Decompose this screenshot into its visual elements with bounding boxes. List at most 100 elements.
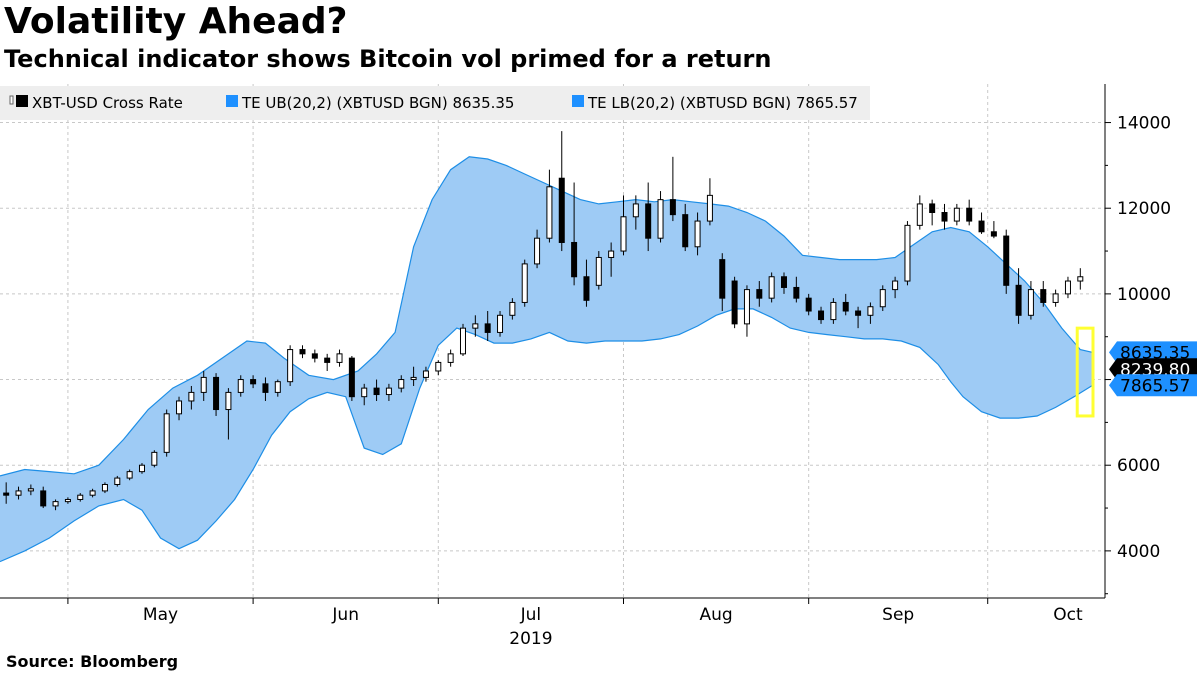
- y-tick-label: 14000: [1117, 114, 1171, 134]
- candle-down: [990, 231, 997, 237]
- candle-up: [916, 203, 923, 226]
- candle-up: [52, 501, 59, 507]
- candle-down: [682, 214, 689, 248]
- candle-up: [521, 263, 528, 303]
- candle-up: [287, 349, 294, 383]
- value-tag: 7865.57: [1109, 374, 1197, 397]
- candle-down: [1040, 289, 1047, 303]
- candle-up: [237, 379, 244, 393]
- candle-down: [40, 490, 47, 507]
- candle-up: [176, 400, 183, 415]
- candle-up: [89, 490, 96, 496]
- candle-up: [459, 327, 466, 355]
- candle-up: [768, 276, 775, 299]
- candle-up: [15, 490, 22, 496]
- candle-up: [64, 498, 71, 503]
- candle-up: [114, 477, 121, 485]
- axes: 400060008000100001200014000MayJunJulAugS…: [0, 84, 1171, 649]
- candle-icon: [9, 95, 14, 105]
- legend-background: [0, 86, 870, 120]
- candle-down: [3, 492, 10, 496]
- legend: XBT-USD Cross Rate TE UB(20,2) (XBTUSD BG…: [0, 86, 870, 120]
- chart-title: Volatility Ahead?: [4, 1, 348, 42]
- candle-up: [620, 216, 627, 252]
- x-month-label: Oct: [1053, 605, 1083, 625]
- candle-down: [262, 383, 269, 393]
- candle-up: [385, 387, 392, 396]
- value-tag-shape: [1109, 341, 1197, 364]
- candle-up: [422, 370, 429, 378]
- y-tick-label: 12000: [1117, 199, 1171, 219]
- candle-up: [398, 379, 405, 389]
- candle-down: [1003, 235, 1010, 286]
- candle-up: [546, 186, 553, 239]
- legend-label: XBT-USD Cross Rate: [32, 94, 183, 112]
- candle-down: [213, 376, 220, 411]
- blue-square-icon: [572, 95, 584, 107]
- candle-down: [583, 276, 590, 301]
- candle-up: [138, 464, 145, 473]
- candle-down: [756, 289, 763, 299]
- y-tick-label: 6000: [1117, 456, 1160, 476]
- candle-down: [484, 323, 491, 333]
- candle-down: [941, 212, 948, 222]
- y-tick-label: 10000: [1117, 285, 1171, 305]
- candle-up: [657, 199, 664, 239]
- candle-up: [151, 451, 158, 466]
- x-month-label: Jul: [520, 605, 542, 625]
- x-month-label: Sep: [882, 605, 914, 625]
- recent-highlight-box: [1075, 326, 1095, 418]
- candle-up: [632, 203, 639, 218]
- candle-down: [929, 203, 936, 214]
- candle-up: [509, 301, 516, 316]
- candle-up: [953, 207, 960, 222]
- candlestick-series: [3, 131, 1084, 511]
- candle-up: [534, 237, 541, 265]
- candle-down: [793, 286, 800, 299]
- candle-up: [27, 488, 34, 492]
- candle-down: [818, 310, 825, 321]
- candle-down: [250, 379, 257, 385]
- candle-up: [595, 256, 602, 286]
- candle-up: [410, 376, 417, 381]
- candle-up: [1064, 280, 1071, 295]
- candle-down: [855, 310, 862, 316]
- y-tick-label: 4000: [1117, 542, 1160, 562]
- chart-subtitle: Technical indicator shows Bitcoin vol pr…: [4, 45, 772, 73]
- candle-down: [324, 357, 331, 363]
- x-year-label: 2019: [509, 629, 552, 649]
- candle-up: [77, 494, 84, 500]
- candle-down: [966, 207, 973, 222]
- source-note: Source: Bloomberg: [6, 652, 179, 671]
- candle-up: [1052, 293, 1059, 303]
- candle-up: [706, 194, 713, 222]
- candle-down: [978, 220, 985, 233]
- candle-down: [1015, 284, 1022, 316]
- upper-band-line: [0, 156, 1093, 477]
- candle-down: [842, 301, 849, 312]
- candle-up: [336, 353, 343, 363]
- value-tag-shape: [1109, 374, 1197, 397]
- value-tag-label: 7865.57: [1120, 376, 1190, 396]
- candle-up: [361, 387, 368, 398]
- candle-down: [645, 203, 652, 239]
- candle-down: [805, 297, 812, 312]
- candle-down: [299, 349, 306, 355]
- candle-down: [373, 387, 380, 396]
- candle-down: [348, 357, 355, 398]
- legend-label: TE UB(20,2) (XBTUSD BGN) 8635.35: [241, 94, 514, 112]
- candle-up: [163, 413, 170, 453]
- blue-square-icon: [226, 95, 238, 107]
- candle-up: [608, 250, 615, 258]
- candle-down: [558, 177, 565, 243]
- candle-up: [126, 471, 133, 479]
- x-month-label: Jun: [331, 605, 359, 625]
- candle-up: [497, 314, 504, 333]
- candle-up: [1027, 289, 1034, 316]
- candle-up: [743, 289, 750, 325]
- candle-up: [200, 376, 207, 393]
- candle-up: [694, 220, 701, 248]
- candle-up: [892, 280, 899, 291]
